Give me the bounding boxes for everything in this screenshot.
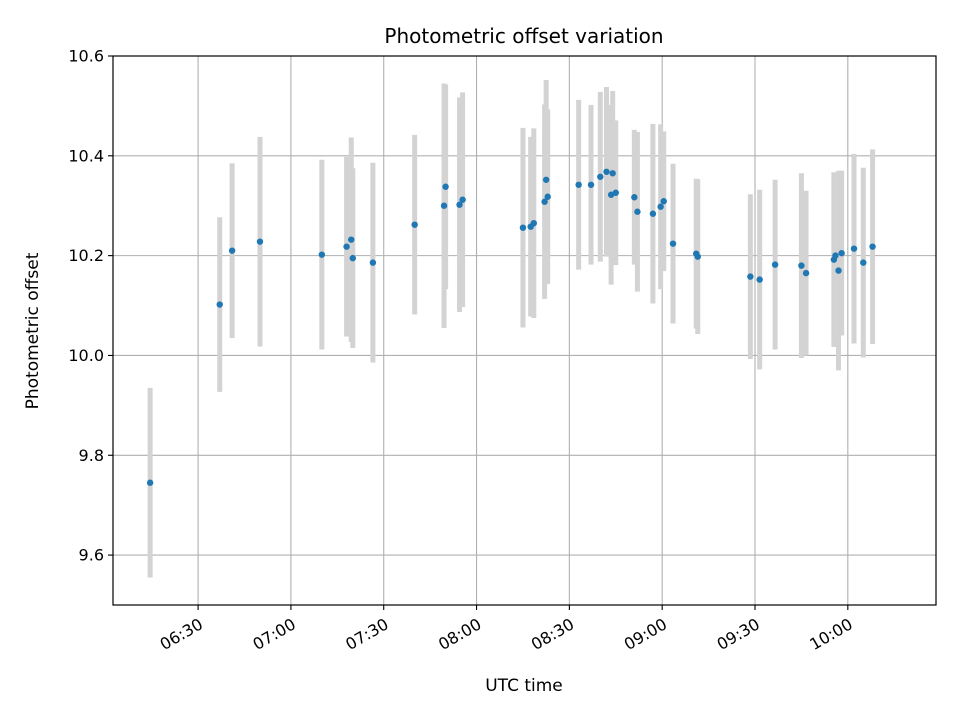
y-tick-label: 9.8 — [79, 446, 104, 465]
plot-area-frame — [112, 55, 937, 606]
data-point — [835, 267, 842, 274]
data-point — [612, 189, 619, 196]
data-point — [603, 168, 610, 175]
data-point — [442, 183, 449, 190]
y-tick-label: 9.6 — [79, 546, 104, 565]
data-point — [850, 245, 858, 252]
y-tick-label: 10.4 — [68, 146, 104, 165]
data-point — [530, 219, 537, 227]
data-point — [694, 253, 701, 260]
data-point — [587, 181, 595, 188]
data-point — [669, 240, 677, 247]
data-point — [519, 224, 527, 231]
data-point — [798, 262, 805, 269]
data-point — [456, 201, 463, 208]
x-axis-title: UTC time — [485, 676, 563, 696]
data-point — [542, 176, 550, 183]
y-tick-label: 10.2 — [68, 246, 104, 265]
data-point — [541, 198, 548, 205]
data-point — [649, 210, 657, 217]
y-axis-title: Photometric offset — [23, 252, 43, 409]
data-point — [832, 252, 839, 259]
data-point — [631, 194, 638, 201]
data-point — [860, 259, 867, 266]
chart-title: Photometric offset variation — [384, 24, 663, 48]
data-point — [369, 259, 377, 266]
data-point — [609, 170, 616, 177]
data-point — [634, 208, 641, 215]
data-point — [869, 243, 876, 250]
data-point — [216, 301, 223, 308]
data-point — [657, 203, 664, 210]
data-point — [256, 238, 264, 245]
data-point — [349, 254, 356, 262]
y-tick-label: 10.6 — [68, 47, 104, 66]
data-point — [756, 276, 763, 283]
data-point — [318, 251, 326, 258]
data-point — [838, 249, 845, 257]
data-point — [747, 273, 754, 280]
y-tick-label: 10.0 — [68, 346, 104, 365]
data-point — [228, 247, 236, 254]
data-point — [440, 202, 448, 209]
data-point — [348, 236, 355, 243]
data-point — [575, 181, 582, 188]
data-point — [802, 269, 810, 277]
data-point — [459, 196, 466, 203]
data-point — [146, 479, 154, 486]
data-point — [411, 221, 418, 228]
data-point — [660, 198, 667, 205]
data-point — [544, 193, 551, 200]
data-point — [597, 173, 604, 180]
y-axis: 9.6 9.8 10.0 10.2 10.4 10.6 — [68, 47, 113, 565]
data-point — [343, 243, 350, 250]
data-points — [146, 168, 876, 486]
data-point — [771, 261, 779, 268]
